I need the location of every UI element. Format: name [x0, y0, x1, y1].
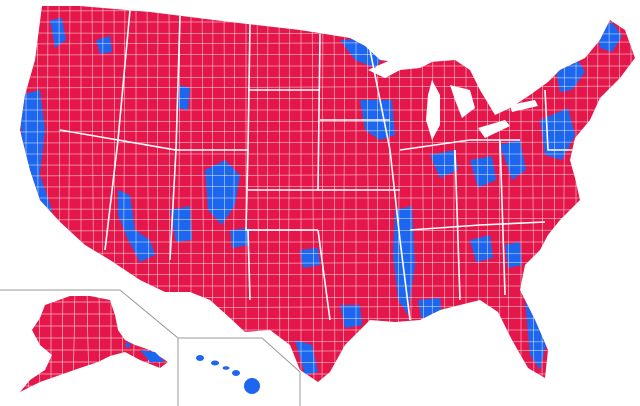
- democratic-cluster: [295, 340, 318, 375]
- lake-erie: [478, 120, 510, 138]
- county-line: [20, 185, 635, 188]
- democratic-county-clusters: [20, 18, 622, 375]
- alaska-democratic-areas: [125, 342, 165, 362]
- county-line: [20, 217, 635, 221]
- county-line: [20, 164, 635, 167]
- county-line: [287, 6, 291, 382]
- hawaii-region: [196, 355, 260, 394]
- hawaii-island-maui: [232, 370, 240, 376]
- county-line: [20, 229, 635, 232]
- county-line: [321, 6, 324, 382]
- contiguous-us-region: [13, 0, 640, 390]
- democratic-cluster: [340, 305, 362, 328]
- county-line: [20, 173, 635, 177]
- county-line: [20, 97, 635, 100]
- alaska-region: [13, 290, 168, 400]
- county-line: [38, 296, 41, 392]
- county-line: [278, 6, 281, 382]
- county-line: [333, 6, 336, 382]
- hawaii-inset-frame: [178, 337, 301, 406]
- county-line: [20, 141, 635, 144]
- hawaii-island-oahu: [211, 360, 219, 366]
- democratic-cluster: [540, 108, 575, 160]
- democratic-cluster: [300, 248, 320, 268]
- great-lakes: [368, 55, 538, 140]
- contiguous-us-landmass: [20, 6, 635, 382]
- county-line: [256, 6, 260, 382]
- democratic-cluster: [205, 160, 240, 225]
- county-line: [15, 385, 640, 386]
- alaska-landmass: [20, 296, 168, 392]
- lake-ontario: [510, 100, 538, 112]
- inset-frames: [0, 289, 301, 406]
- hawaii-island-big: [244, 378, 260, 394]
- lake-superior: [368, 55, 432, 78]
- hawaii-island-kauai: [196, 355, 204, 361]
- democratic-cluster: [470, 156, 496, 188]
- democratic-cluster: [430, 150, 458, 178]
- democratic-cluster: [118, 190, 155, 262]
- democratic-cluster: [505, 242, 522, 268]
- hawaii-island-molokai: [222, 366, 230, 370]
- lake-huron: [450, 85, 475, 118]
- county-line: [13, 0, 15, 390]
- county-line: [311, 6, 315, 382]
- county-line: [342, 6, 346, 382]
- democratic-cluster: [178, 85, 190, 110]
- democratic-cluster: [170, 206, 192, 242]
- county-line: [20, 208, 635, 211]
- county-line: [266, 6, 269, 382]
- county-line: [158, 296, 161, 392]
- county-line: [146, 296, 150, 392]
- democratic-cluster: [20, 90, 52, 225]
- democratic-cluster: [500, 140, 526, 180]
- democratic-cluster: [96, 36, 112, 54]
- county-line: [13, 290, 15, 400]
- democratic-cluster: [230, 228, 250, 248]
- county-line: [20, 252, 635, 255]
- alaska-inset-frame: [0, 289, 179, 406]
- state-borders: [59, 9, 575, 321]
